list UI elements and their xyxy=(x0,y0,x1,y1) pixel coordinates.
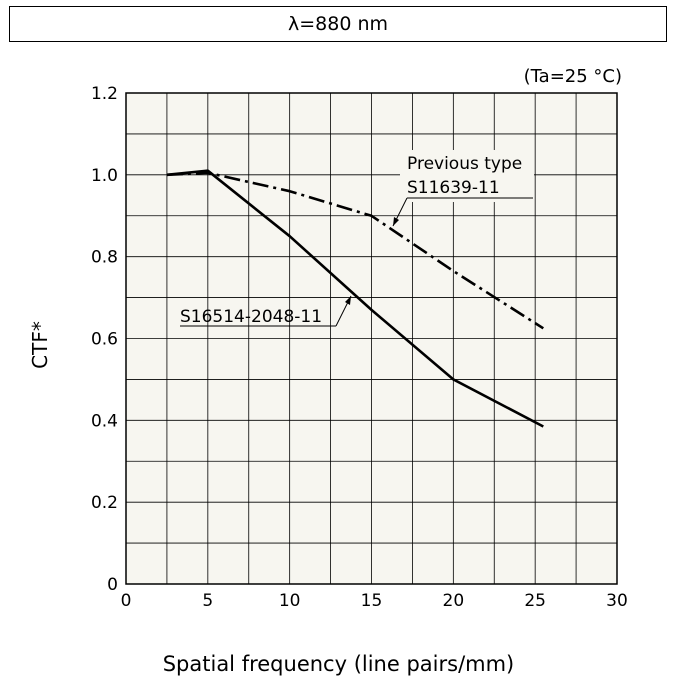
x-tick-label: 20 xyxy=(443,591,465,611)
wavelength-label: λ=880 nm xyxy=(287,13,389,35)
series-line-s16514-2048-11 xyxy=(166,169,544,428)
annotation-previous-type-line1: Previous type xyxy=(407,154,522,174)
annotation-previous-type-line2: S11639-11 xyxy=(407,178,500,198)
y-tick-label: 1.0 xyxy=(91,166,118,186)
x-tick-label: 0 xyxy=(121,591,132,611)
x-axis-label: Spatial frequency (line pairs/mm) xyxy=(162,652,515,676)
wavelength-header: λ=880 nm xyxy=(9,6,667,42)
y-tick-label: 0.4 xyxy=(91,411,118,431)
y-tick-label: 0.2 xyxy=(91,493,118,513)
y-tick-label: 0 xyxy=(107,575,118,595)
series-line-s11639-11 xyxy=(166,171,544,330)
annotation-arrowhead xyxy=(393,217,399,226)
y-tick-label: 0.8 xyxy=(91,248,118,268)
x-tick-label: 25 xyxy=(524,591,546,611)
plot-frame xyxy=(125,92,618,585)
annotation-arrowhead xyxy=(345,296,351,305)
y-tick-label: 1.2 xyxy=(91,84,118,104)
x-tick-label: 15 xyxy=(361,591,383,611)
x-tick-label: 10 xyxy=(279,591,301,611)
y-tick-label: 0.6 xyxy=(91,330,118,350)
annotation-s16514-2048-11: S16514-2048-11 xyxy=(180,307,322,327)
x-tick-label: 30 xyxy=(606,591,628,611)
annotation-bg xyxy=(400,150,534,202)
x-tick-label: 5 xyxy=(202,591,213,611)
temperature-condition: (Ta=25 °C) xyxy=(523,66,622,87)
